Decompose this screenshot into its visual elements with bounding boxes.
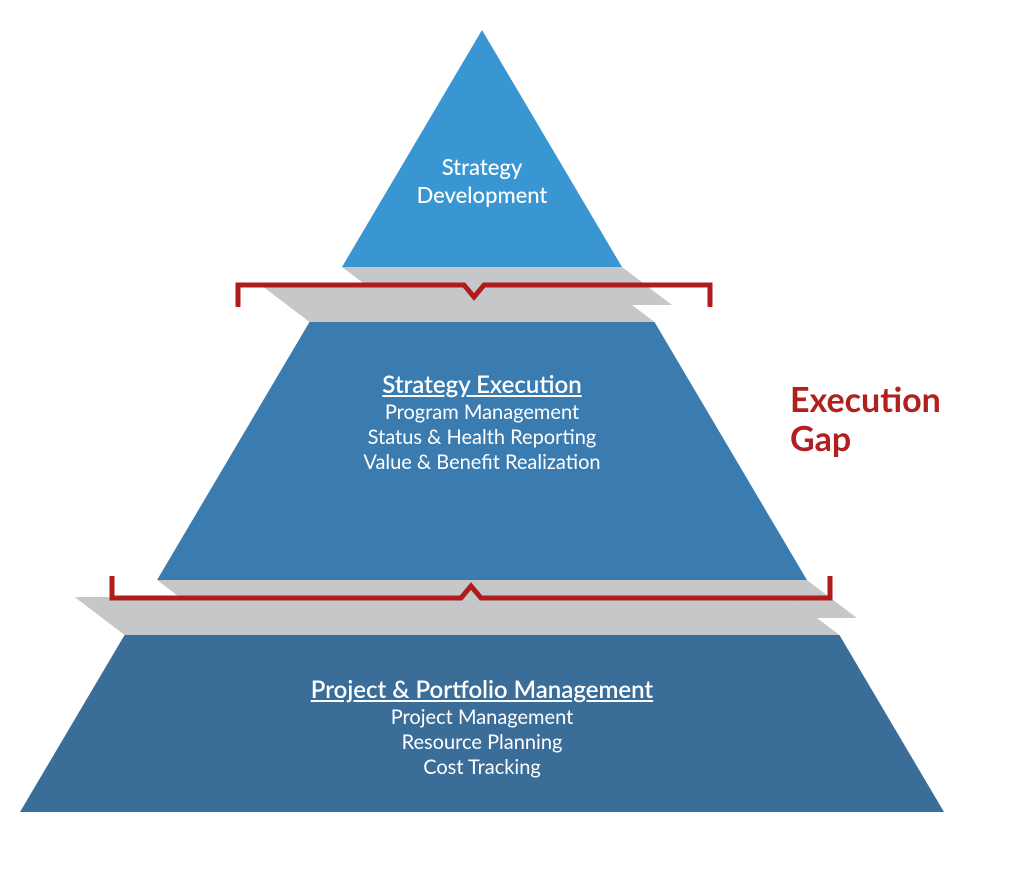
tier-middle-item-1: Status & Health Reporting [233, 425, 730, 450]
gap1-shadow-lower [259, 284, 654, 322]
tier-middle-title: Strategy Execution [233, 370, 730, 400]
tier-bottom-item-2: Cost Tracking [72, 755, 891, 780]
gap2-shadow-lower [75, 597, 840, 635]
pyramid-diagram: Strategy Development Strategy Execution … [0, 0, 1024, 888]
tier-bottom-title: Project & Portfolio Management [72, 675, 891, 705]
tier-top-text: Strategy Development [360, 153, 605, 208]
tier-top-title-line2: Development [417, 181, 548, 208]
tier-bottom-text: Project & Portfolio Management Project M… [72, 675, 891, 780]
tier-bottom-item-1: Resource Planning [72, 730, 891, 755]
tier-middle-text: Strategy Execution Program Management St… [233, 370, 730, 475]
tier-top-shape [342, 30, 622, 267]
tier-middle-item-0: Program Management [233, 400, 730, 425]
tier-bottom-item-0: Project Management [72, 705, 891, 730]
callout-line2: Gap [790, 418, 851, 459]
callout-line1: Execution [790, 379, 941, 420]
tier-top-title-line1: Strategy [442, 153, 523, 180]
execution-gap-callout: Execution Gap [790, 380, 941, 458]
tier-middle-item-2: Value & Benefit Realization [233, 450, 730, 475]
